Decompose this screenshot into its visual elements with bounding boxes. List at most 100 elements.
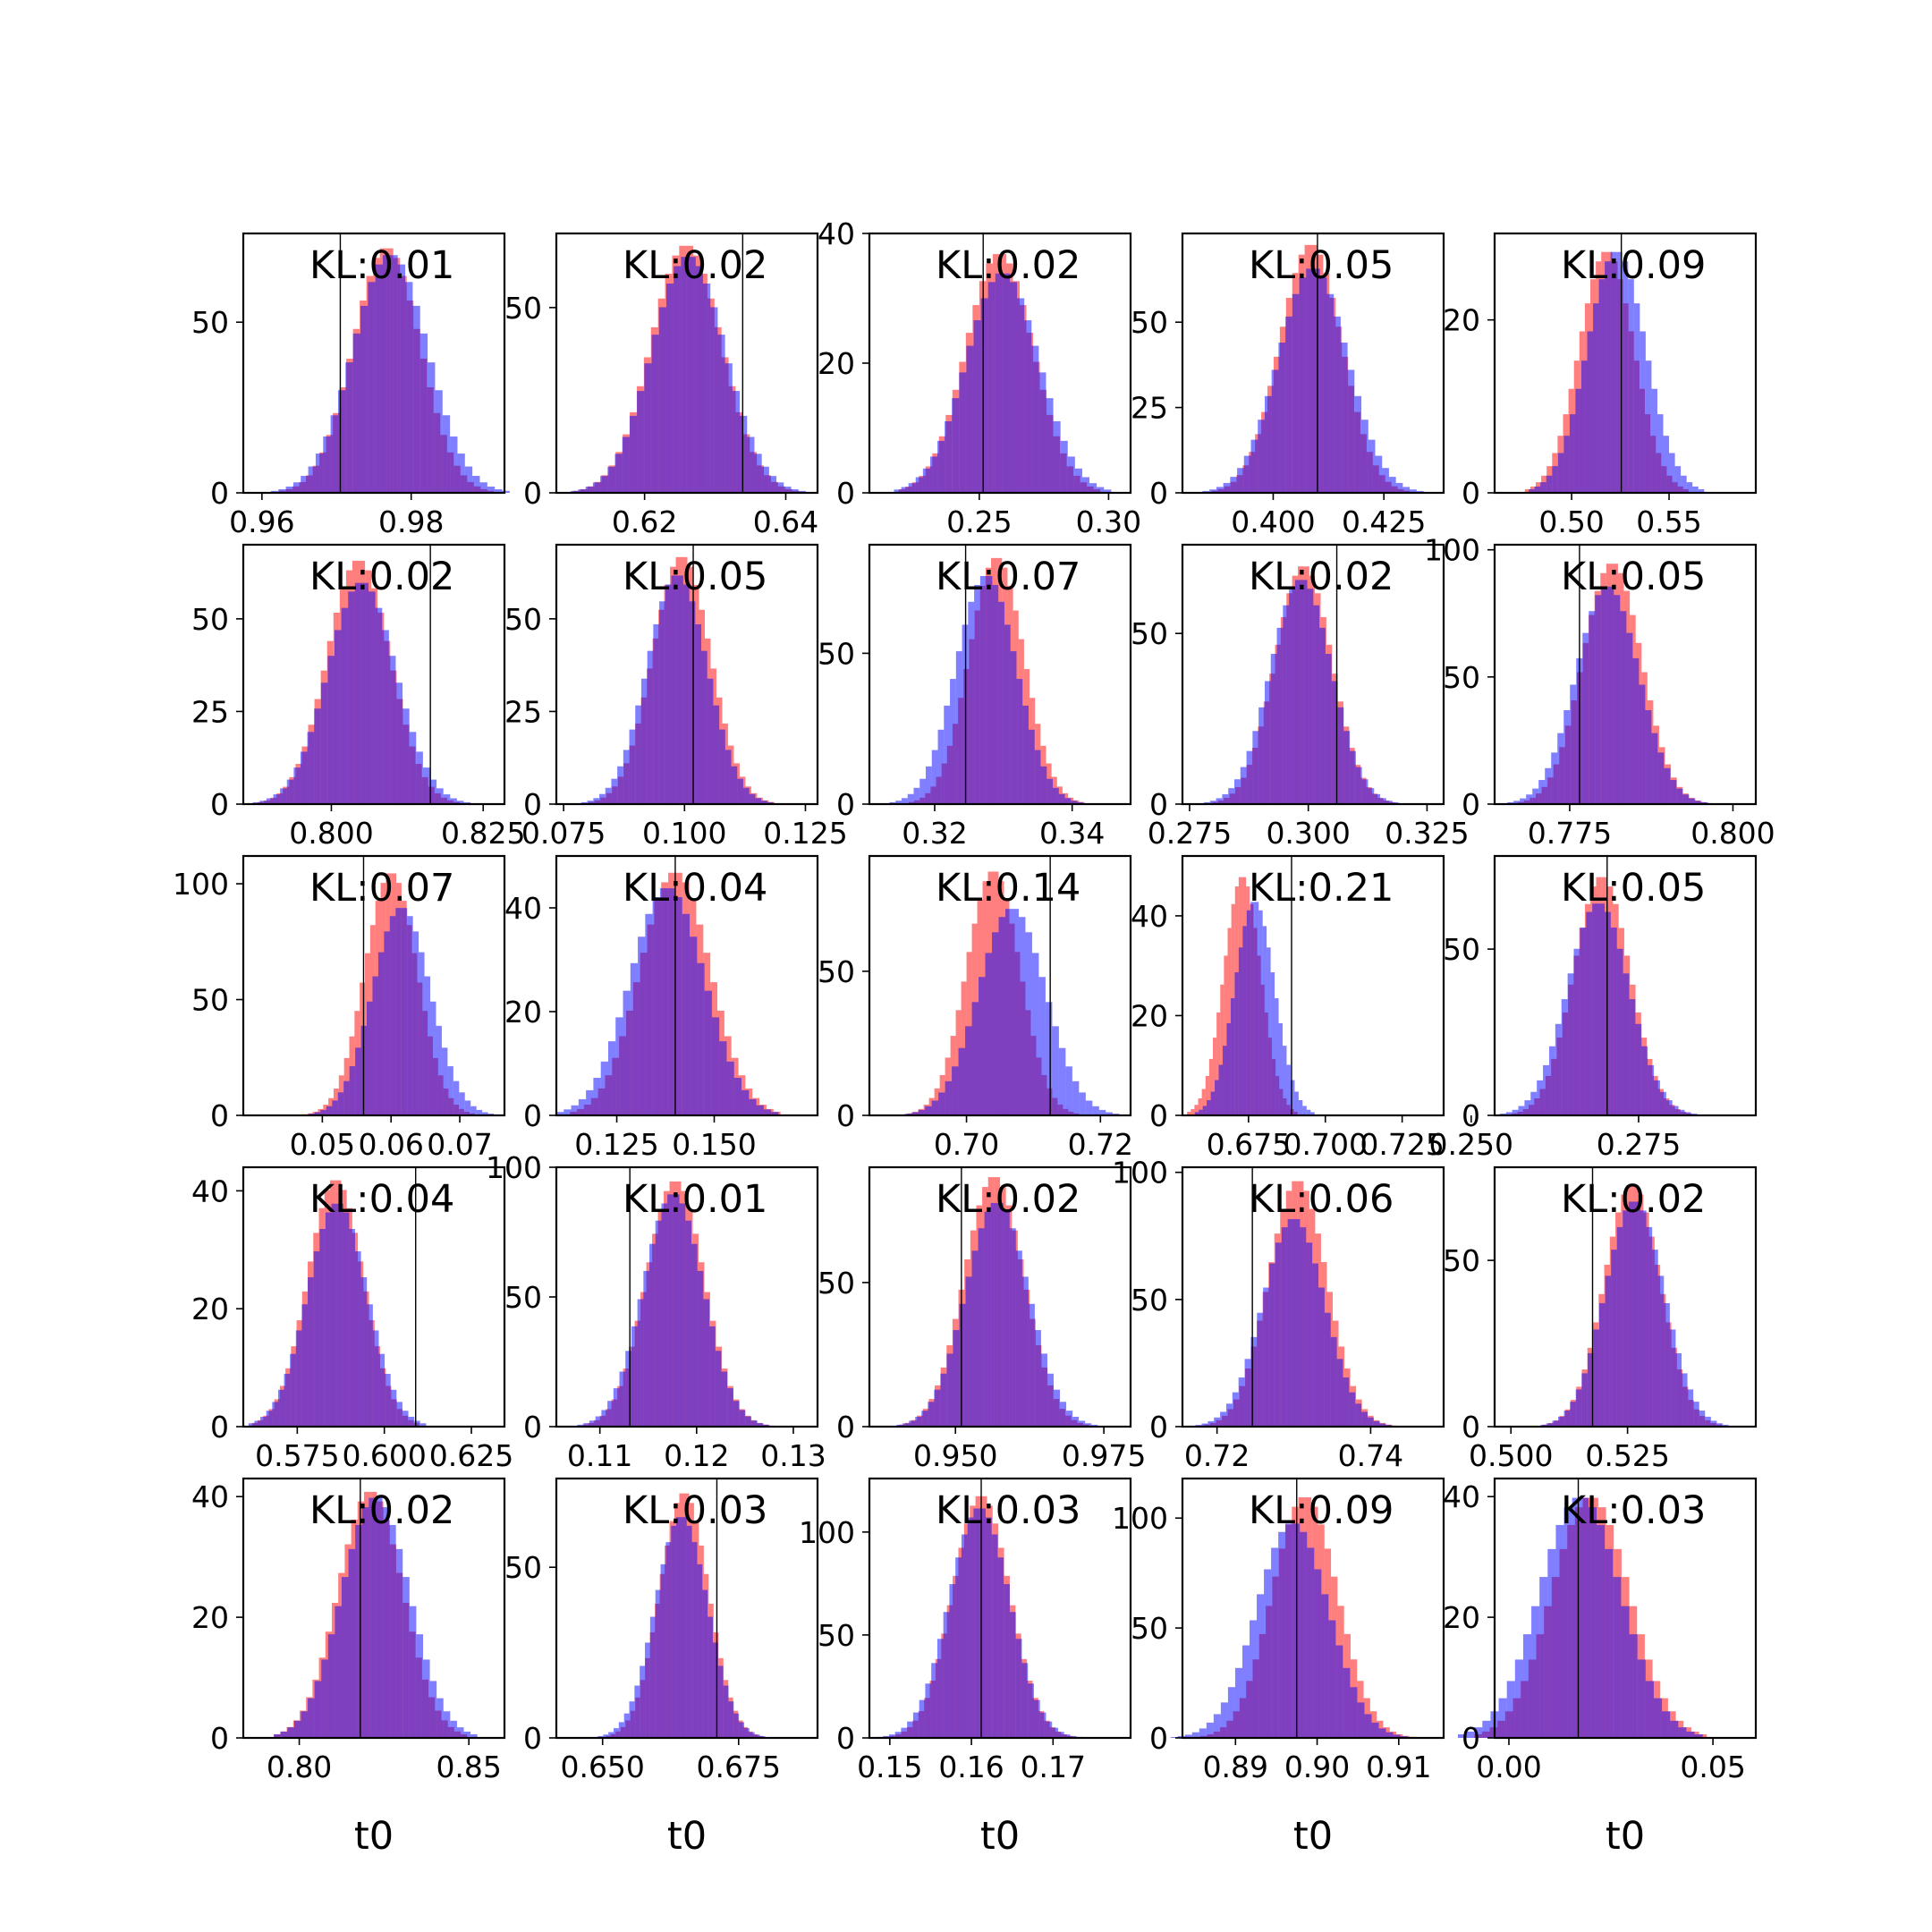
histogram-bar-b: [1664, 767, 1671, 804]
histogram-bar-b: [1250, 1336, 1258, 1427]
y-tick-label: 0: [836, 476, 855, 511]
y-tick-label: 50: [818, 954, 855, 989]
histogram-bar-b: [1052, 1727, 1058, 1738]
histogram-bar-b: [1552, 466, 1558, 493]
x-tick-label: 0.625: [429, 1438, 513, 1473]
kl-annotation: KL:0.02: [309, 555, 454, 599]
histogram-bar-b: [1064, 798, 1072, 804]
histogram-bar-b: [967, 1517, 974, 1738]
axes-frame: [555, 1477, 819, 1740]
histogram-bar-b: [442, 415, 451, 493]
histogram-bar-b: [1569, 414, 1576, 493]
histogram-bar-b: [1364, 1714, 1372, 1738]
histogram-bar-b: [308, 1276, 314, 1427]
histogram-panel: 0.70 0.72 0 50 KL:0.14: [818, 854, 1133, 1162]
x-tick-label: 0.325: [1385, 816, 1469, 851]
x-tick-label: 0.64: [753, 504, 818, 539]
histogram-bar-b: [1300, 1227, 1307, 1427]
histogram-bar-b: [1629, 999, 1636, 1115]
histogram-bar-b: [601, 1410, 608, 1427]
histogram-bar-b: [1244, 1359, 1251, 1427]
histogram-bar-b: [367, 1304, 373, 1427]
histogram-bar-b: [973, 320, 981, 493]
histogram-bar-b: [682, 913, 691, 1115]
histogram-bar-b: [915, 1416, 922, 1427]
x-tick-label: 0.90: [1284, 1750, 1350, 1784]
histogram-bar-b: [1605, 1548, 1614, 1738]
histogram-bar-b: [349, 1228, 355, 1427]
histogram-panel: 0.575 0.600 0.625 0 20 40 KL:0.04: [191, 1165, 513, 1473]
histogram-bar-b: [1336, 1359, 1343, 1427]
kl-annotation: KL:0.05: [1561, 555, 1706, 599]
histogram-bar-b: [1307, 1547, 1315, 1738]
histogram-bar-b: [1318, 1287, 1325, 1427]
histogram-bar-b: [1632, 657, 1640, 804]
histogram-bar-b: [630, 962, 639, 1115]
histogram-bar-b: [723, 1685, 729, 1738]
histogram-bar-b: [470, 1733, 478, 1738]
x-tick-label: 0.70: [934, 1127, 999, 1162]
histogram-bar-b: [599, 793, 606, 804]
axes-frame: [555, 854, 819, 1117]
y-tick-label: 100: [173, 867, 229, 902]
histogram-bar-b: [307, 732, 315, 804]
x-tick-label: 0.55: [1636, 504, 1701, 539]
histogram-bar-b: [320, 1109, 326, 1115]
histogram-bar-b: [715, 1351, 722, 1427]
histogram-bar-b: [1640, 1210, 1647, 1427]
histogram-bar-b: [280, 1731, 288, 1738]
axes-frame: [1181, 854, 1445, 1117]
histogram-bar-a: [1213, 1038, 1217, 1115]
histogram-panel: 0.11 0.12 0.13 0 50 100 KL:0.01: [486, 1150, 826, 1473]
histogram-bar-b: [1234, 972, 1239, 1115]
y-tick-label: 20: [191, 1292, 229, 1326]
histogram-bar-b: [1540, 482, 1546, 493]
histogram-bar-b: [1031, 345, 1039, 493]
histogram-bar-b: [691, 1243, 698, 1427]
histogram-bar-b: [1662, 1711, 1671, 1738]
histogram-bar-b: [1629, 1634, 1638, 1738]
y-tick-label: 0: [1149, 1410, 1168, 1445]
histogram-bar-b: [1057, 1732, 1064, 1738]
histogram-bar-b: [1587, 1352, 1594, 1427]
histogram-bar-b: [1361, 419, 1368, 493]
histogram-bar-b: [407, 916, 413, 1115]
histogram-bar-b: [278, 489, 286, 493]
histogram-bar-b: [719, 729, 725, 804]
histogram-bar-b: [695, 266, 703, 493]
histogram-bar-b: [629, 415, 638, 493]
x-tick-label: 0.98: [378, 504, 444, 539]
histogram-bar-b: [791, 489, 799, 493]
x-tick-label: 0.11: [567, 1438, 632, 1473]
histogram-bar-b: [1263, 1287, 1270, 1427]
histogram-bar-b: [1597, 1524, 1606, 1738]
histogram-bar-b: [966, 345, 974, 493]
histogram-bar-b: [402, 708, 410, 804]
histogram-bar-b: [1067, 456, 1075, 493]
histogram-bar-b: [343, 1212, 350, 1427]
histogram-bar-b: [945, 420, 953, 493]
histogram-panel: 0.72 0.74 0 50 100 KL:0.06: [1112, 1156, 1445, 1473]
histogram-bar-b: [378, 1353, 386, 1427]
histogram-bar-b: [314, 708, 321, 804]
histogram-bar-b: [1651, 388, 1657, 493]
histogram-bar-b: [1241, 1645, 1250, 1738]
histogram-bar-b: [1223, 482, 1231, 493]
histogram-bar-b: [1675, 1352, 1682, 1427]
histogram-bar-b: [314, 1112, 321, 1115]
histogram-bar-b: [761, 466, 769, 493]
histogram-bar-b: [1021, 1276, 1029, 1427]
histogram-bar-a: [1198, 1097, 1202, 1115]
x-tick-label: 0.00: [1476, 1750, 1541, 1784]
histogram-bar-b: [1385, 801, 1393, 804]
histogram-bar-b: [909, 1420, 916, 1427]
histogram-bar-b: [1543, 1064, 1549, 1115]
histogram-bar-b: [1066, 1411, 1073, 1427]
x-tick-label: 0.825: [441, 816, 525, 851]
histogram-bar-b: [1665, 1100, 1673, 1115]
histogram-bar-b: [1225, 1403, 1233, 1427]
x-axis-label: t0: [354, 1814, 394, 1859]
y-tick-label: 0: [210, 1098, 229, 1133]
histogram-bar-b: [1524, 1100, 1531, 1115]
histogram-bar-b: [443, 794, 451, 804]
